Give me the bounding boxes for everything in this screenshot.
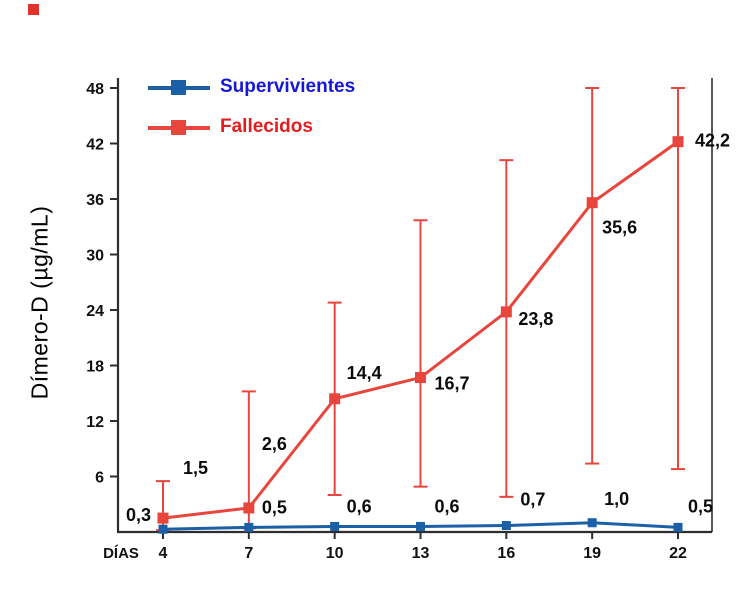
x-tick-label: 10 [326,545,344,562]
x-tick-label: 7 [244,545,253,562]
data-point-marker [500,306,512,318]
x-tick-label: 16 [497,545,515,562]
y-tick-label: 6 [95,470,104,487]
data-point-marker [672,136,684,148]
y-tick-label: 42 [86,137,104,154]
value-label: 0,5 [262,497,287,517]
value-label: 14,4 [347,363,382,383]
y-tick-label: 24 [86,303,104,320]
value-label: 0,6 [347,496,372,516]
corner-red-mark [28,4,39,15]
y-tick-label: 48 [86,81,104,98]
x-tick-label: 4 [159,545,168,562]
legend-square-icon [171,119,186,135]
legend-square-icon [171,79,186,95]
x-tick-label: 19 [583,545,601,562]
data-point-marker [330,521,340,531]
value-label: 42,2 [695,131,730,151]
legend-label-supervivientes: Supervivientes [220,76,356,97]
data-point-marker [329,393,341,405]
x-tick-label: 13 [412,545,430,562]
data-point-marker [586,197,598,209]
y-tick-label: 12 [86,414,104,431]
deceased-line-marker-icon [148,119,210,135]
x-tick-label: 22 [669,545,687,562]
value-label: 16,7 [435,374,470,394]
data-point-marker [416,521,425,531]
value-label: 35,6 [602,218,637,238]
value-label: 23,8 [518,309,553,329]
data-point-marker [587,518,597,528]
value-label: 1,5 [183,458,208,478]
data-point-marker [243,502,255,514]
value-label: 2,6 [262,434,287,454]
data-point-marker [157,512,169,524]
y-tick-label: 18 [86,359,104,376]
value-label: 0,5 [688,496,713,516]
y-tick-label: 36 [86,192,104,209]
value-label: 0,6 [435,496,460,516]
value-label: 1,0 [604,489,629,509]
legend-item-fallecidos: Fallecidos [148,114,355,140]
x-axis-label: DÍAS [103,545,139,562]
data-point-marker [673,522,683,532]
y-tick-label: 30 [86,248,104,265]
data-point-marker [415,372,426,384]
legend-label-fallecidos: Fallecidos [220,116,313,137]
value-label: 0,3 [126,505,151,525]
value-label: 0,7 [520,490,545,510]
data-point-marker [158,524,168,534]
survivors-line-marker-icon [148,79,210,95]
data-point-marker [501,521,511,531]
legend: Supervivientes Fallecidos [148,74,355,154]
legend-item-supervivientes: Supervivientes [148,74,355,100]
data-point-marker [244,522,254,532]
